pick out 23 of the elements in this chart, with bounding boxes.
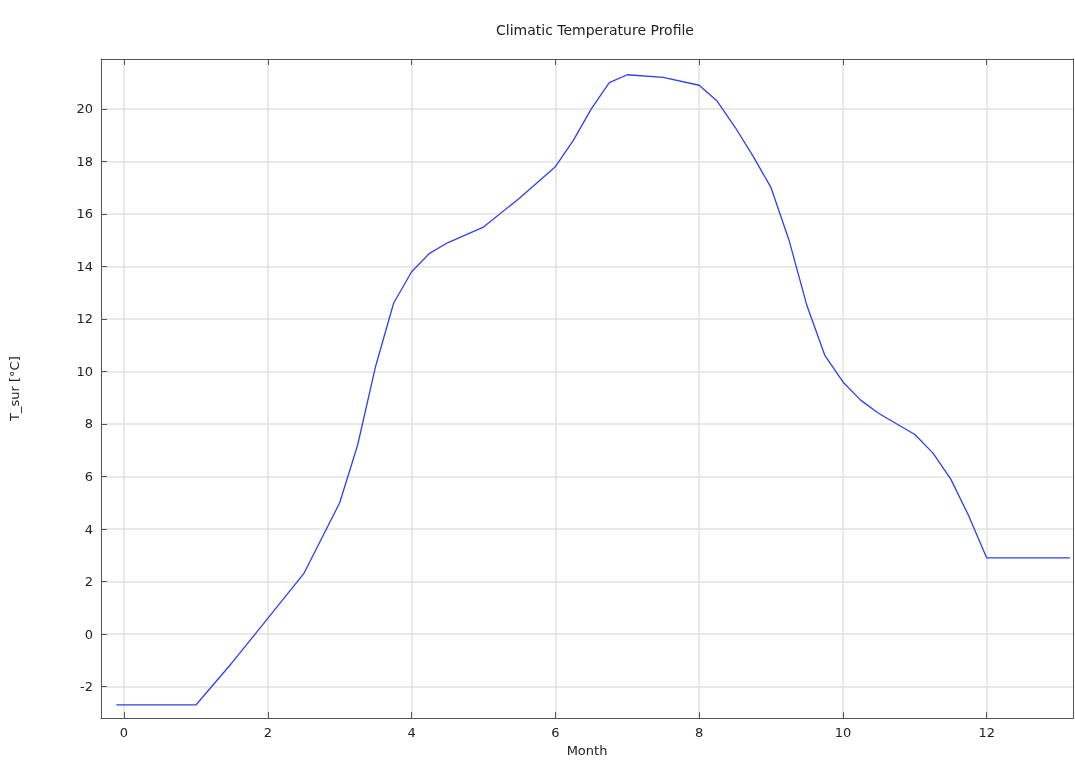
y-tick-label: 20 — [76, 101, 93, 117]
y-tick-label: 12 — [76, 311, 93, 327]
chart-title: Climatic Temperature Profile — [496, 22, 694, 38]
y-tick-label: 0 — [84, 626, 93, 642]
y-tick-label: 14 — [76, 258, 93, 274]
x-tick-label: 6 — [551, 725, 560, 741]
y-tick-label: 16 — [76, 206, 93, 222]
x-tick-label: 4 — [407, 725, 416, 741]
x-axis-title: Month — [566, 743, 608, 758]
x-tick-label: 10 — [834, 725, 852, 741]
y-tick-label: 10 — [76, 363, 93, 379]
x-tick-label: 0 — [119, 725, 129, 741]
line-series — [116, 74, 1071, 706]
y-tick-label: 18 — [76, 153, 93, 169]
y-tick-label: 6 — [84, 469, 93, 485]
y-tick-label: 4 — [84, 521, 93, 537]
y-tick-label: -2 — [80, 679, 93, 695]
y-tick-label: 2 — [84, 574, 93, 590]
x-tick-label: 8 — [695, 725, 704, 741]
y-axis-title: T_sur [°C] — [7, 356, 22, 422]
x-tick-label: 2 — [263, 725, 272, 741]
y-tick-label: 8 — [84, 416, 93, 432]
x-tick-label: 12 — [978, 725, 995, 741]
